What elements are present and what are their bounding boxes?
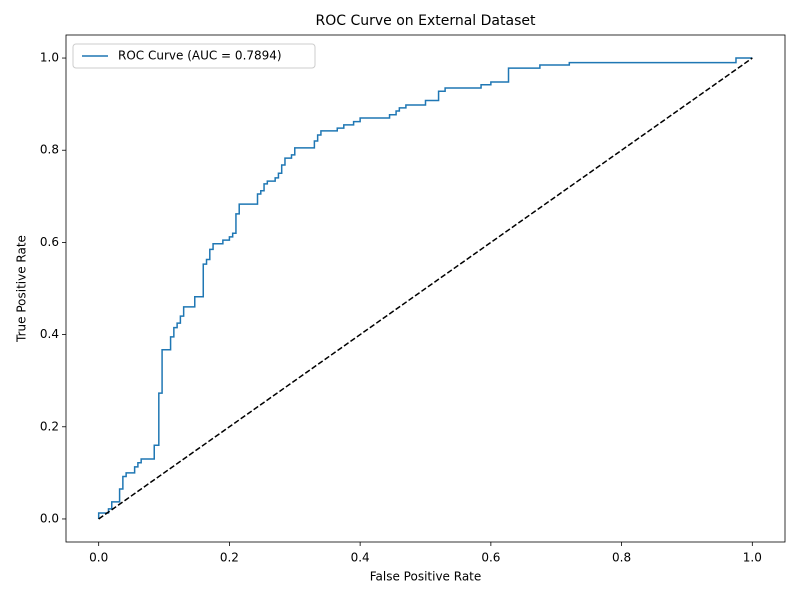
plot-frame [65, 34, 786, 543]
series-line [97, 57, 753, 519]
legend-box [72, 43, 316, 69]
legend-label: ROC Curve (AUC = 0.7894) [118, 49, 282, 63]
y-tick-label: 1.0 [40, 51, 59, 65]
x-tick-label: 1.0 [743, 551, 762, 565]
x-tick-label: 0.4 [351, 551, 370, 565]
x-tick-label: 0.0 [89, 551, 108, 565]
series-line [98, 57, 753, 520]
x-tick-label: 0.6 [481, 551, 500, 565]
y-tick-label: 0.6 [40, 235, 59, 249]
y-axis-label: True Positive Rate [15, 235, 29, 343]
chart-title: ROC Curve on External Dataset [316, 13, 536, 29]
x-tick-label: 0.2 [220, 551, 239, 565]
y-tick-label: 0.2 [40, 419, 59, 433]
y-tick-label: 0.0 [40, 511, 59, 525]
y-tick-label: 0.8 [40, 143, 59, 157]
x-axis-label: False Positive Rate [370, 570, 482, 584]
x-tick-label: 0.8 [612, 551, 631, 565]
y-tick-label: 0.4 [40, 327, 59, 341]
